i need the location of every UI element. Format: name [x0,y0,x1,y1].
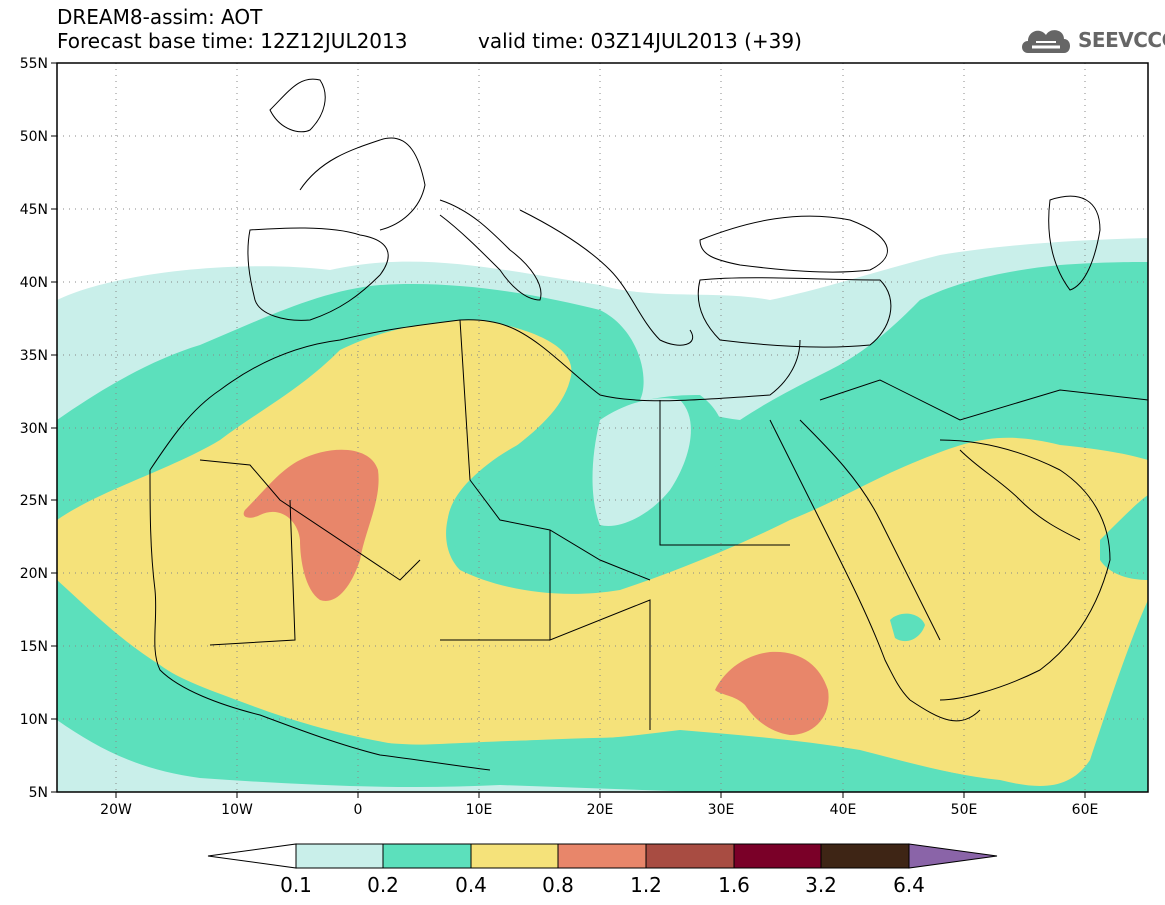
lat-label-25n: 25N [20,493,48,509]
colorbar-label-0.8: 0.8 [542,873,574,897]
lon-label-10e: 10E [466,802,493,818]
colorbar-swatch-1.2 [645,843,735,869]
lat-label-45n: 45N [20,202,48,218]
cloud-icon [1022,30,1070,53]
seevccc-logo: SEEVCCC [1018,20,1165,60]
lon-label-60e: 60E [1072,802,1099,818]
lat-label-20n: 20N [20,566,48,582]
forecast-base-time: Forecast base time: 12Z12JUL2013 [57,29,408,53]
aot-contour-0.8-west [243,449,379,601]
colorbar-arrow-high [908,843,998,869]
colorbar-label-0.2: 0.2 [367,873,399,897]
axis-ticks [51,62,1086,798]
lon-label-0: 0 [354,802,363,818]
colorbar-label-1.2: 1.2 [630,873,662,897]
colorbar-label-1.6: 1.6 [718,873,750,897]
lat-label-15n: 15N [20,639,48,655]
colorbar-arrow-low [207,843,297,869]
colorbar-label-0.1: 0.1 [280,873,312,897]
lat-label-5n: 5N [29,785,48,801]
colorbar-swatch-0.4 [470,843,559,869]
lon-label-20e: 20E [587,802,614,818]
map-title: DREAM8-assim: AOT [57,5,263,29]
aot-field [57,238,1148,792]
colorbar-label-3.2: 3.2 [805,873,837,897]
lat-label-50n: 50N [20,129,48,145]
colorbar-label-0.4: 0.4 [455,873,487,897]
colorbar-label-6.4: 6.4 [893,873,925,897]
lat-label-10n: 10N [20,712,48,728]
lon-label-10w: 10W [221,802,253,818]
lat-label-55n: 55N [20,56,48,72]
lon-label-40e: 40E [830,802,857,818]
colorbar [207,843,998,869]
aot-contour-0.8-east [715,651,829,735]
colorbar-swatch-0.1 [295,843,384,869]
coastlines [149,78,1148,771]
lat-label-30n: 30N [20,421,48,437]
valid-time: valid time: 03Z14JUL2013 (+39) [478,29,802,53]
colorbar-swatch-1.6 [733,843,822,869]
aot-contour-0.4 [57,320,1148,786]
logo-text: SEEVCCC [1078,28,1165,52]
lon-label-20w: 20W [100,802,132,818]
colorbar-swatch-0.2 [382,843,472,869]
colorbar-swatch-3.2 [820,843,910,869]
lon-label-30e: 30E [708,802,735,818]
lat-label-35n: 35N [20,348,48,364]
lon-label-50e: 50E [951,802,978,818]
lat-label-40n: 40N [20,275,48,291]
colorbar-swatch-0.8 [557,843,647,869]
